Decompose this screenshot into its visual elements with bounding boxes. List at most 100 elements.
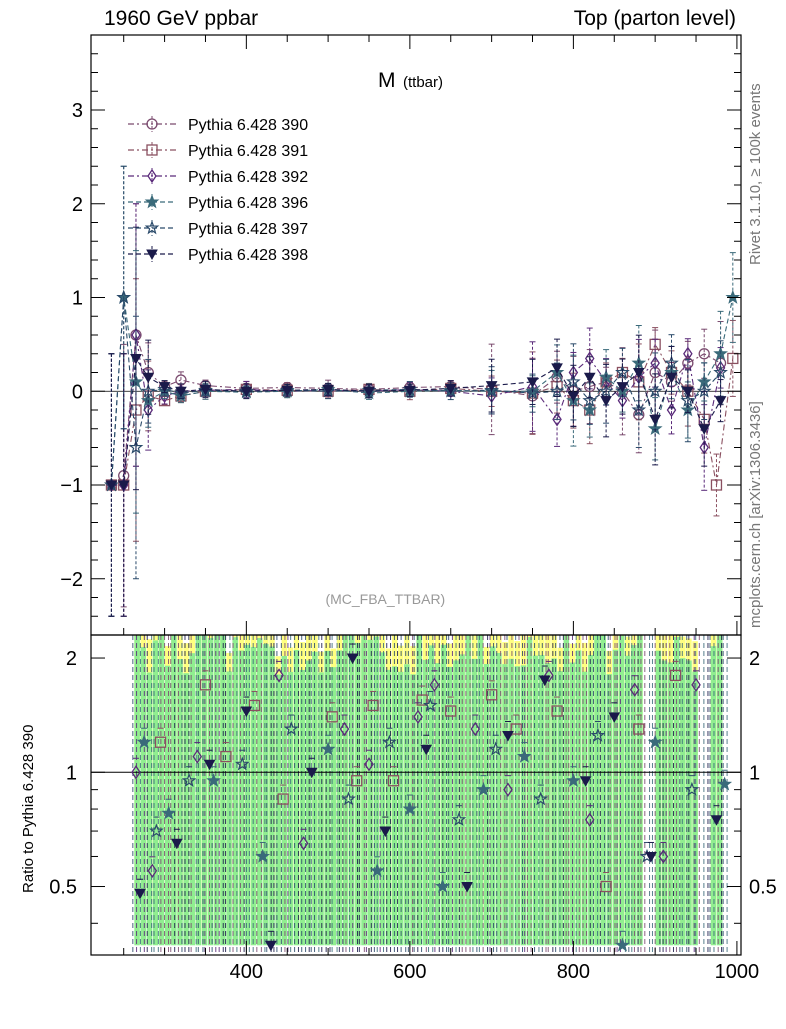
uncertainty-band-inner [140,647,146,946]
uncertainty-band-inner [453,660,459,946]
uncertainty-band-inner [606,674,613,946]
x-tick-label: 1000 [715,961,760,983]
uncertainty-band-inner [398,671,404,946]
uncertainty-band-inner [177,659,183,946]
ratio-y-tick-label-right: 2 [749,648,760,670]
uncertainty-band-inner [496,652,502,946]
ratio-point [590,727,606,742]
ratio-point [265,940,277,952]
ratio-point [566,772,581,788]
uncertainty-band-inner [238,650,245,946]
ratio-point [538,675,551,687]
data-point [566,374,581,389]
data-point [600,396,612,407]
uncertainty-band-inner [588,655,594,946]
uncertainty-band-inner [434,663,441,946]
uncertainty-band-inner [557,671,563,946]
data-point [142,372,155,384]
legend-marker [146,144,158,156]
uncertainty-band-inner [520,665,527,946]
series-392 [106,203,726,617]
uncertainty-band-inner [692,671,698,946]
main-y-tick-label: −2 [60,569,83,591]
histogram-title: M [378,69,396,92]
data-point [598,383,614,398]
ratio-point [413,709,423,724]
series-390 [105,203,727,617]
data-point [632,368,645,379]
series-line [111,334,721,486]
ratio-point [147,863,158,878]
ratio-point [717,776,733,791]
data-point [130,353,142,365]
data-point [281,385,294,397]
series-398 [105,226,727,617]
legend-label: Pythia 6.428 392 [188,169,308,186]
header-right: Top (parton level) [573,7,736,30]
uncertainty-band-inner [465,635,471,946]
uncertainty-band-inner [244,644,251,946]
ratio-point [346,653,359,665]
series-line [111,356,722,486]
data-point [616,382,629,393]
ratio-series-392 [131,660,701,878]
legend-label: Pythia 6.428 390 [188,117,308,134]
data-point [568,365,579,380]
data-point [485,381,498,392]
uncertainty-band-inner [489,646,496,946]
uncertainty-band-inner [447,666,453,946]
uncertainty-band-inner [379,652,386,946]
uncertainty-band-inner [428,645,435,946]
ratio-point [326,711,338,723]
ratio-point [544,668,554,683]
ratio-series-397 [149,690,700,863]
ratio-point [192,749,203,764]
ratio-y-axis-label: Ratio to Pythia 6.428 390 [20,724,37,893]
uncertainty-band-inner [667,662,674,946]
main-y-tick-label: 3 [72,100,83,122]
legend-marker [146,118,158,130]
ratio-point [298,836,309,851]
ratio-point [470,721,481,737]
ratio-point [305,767,318,779]
ratio-point [615,937,630,952]
ratio-point [170,838,183,850]
uncertainty-band-inner [281,655,288,946]
data-point [698,424,711,435]
data-point [714,396,727,407]
ratio-point [422,697,438,712]
uncertainty-band-inner [532,655,539,946]
ratio-point [136,734,152,749]
data-point [680,392,696,407]
ratio-point [161,805,177,820]
x-tick-label: 800 [557,961,590,983]
uncertainty-band-inner [618,635,625,946]
legend-label: Pythia 6.428 396 [188,195,308,212]
legend-marker [146,249,158,261]
ratio-point [369,863,385,878]
data-point [567,391,580,402]
data-point [649,366,661,379]
ratio-series-391 [154,660,682,893]
data-point [551,363,563,374]
ratio-point [429,677,440,692]
ratio-point [203,759,216,771]
data-point [484,382,499,397]
analysis-label: (MC_FBA_TTBAR) [325,591,445,607]
uncertainty-band-inner [152,640,159,946]
uncertainty-band-inner [385,669,392,946]
data-point [727,352,739,365]
mcplots-label: mcplots.cern.ch [arXiv:1306.3436] [747,401,764,628]
ratio-point [669,669,682,682]
ratio-point [283,721,299,736]
ratio-point [339,721,350,737]
data-point [140,383,156,398]
x-tick-label: 400 [230,961,263,983]
main-y-tick-label: −1 [60,475,83,497]
data-point [240,386,253,398]
uncertainty-band-inner [158,635,165,946]
rivet-version-label: Rivet 3.1.10, ≥ 100k events [747,83,764,265]
uncertainty-band-inner [508,658,514,946]
data-point [322,384,334,396]
